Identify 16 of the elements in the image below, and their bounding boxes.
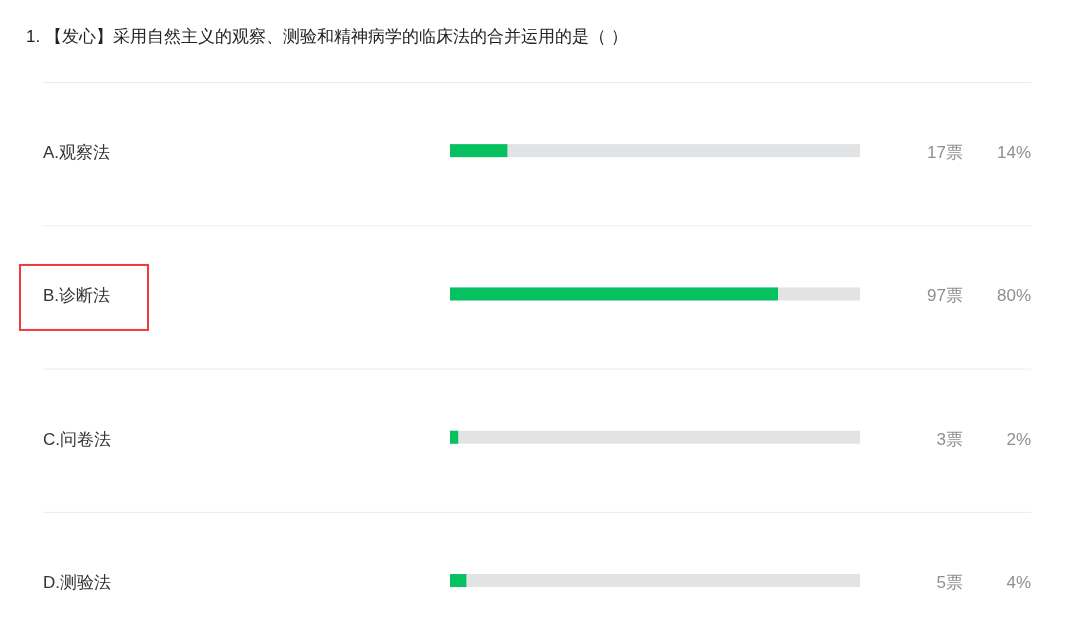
data-label: 2%: [1006, 429, 1031, 449]
data-label: 14%: [996, 143, 1031, 163]
y-tick-label: B.诊断法: [43, 286, 111, 306]
y-tick-label: A.观察法: [43, 143, 111, 163]
text: 3票: [936, 429, 963, 449]
text: 97票: [927, 286, 963, 306]
data-label: 4%: [1006, 573, 1031, 593]
data-label: 80%: [996, 286, 1031, 306]
text: 17票: [927, 143, 963, 163]
y-tick-label: C.问卷法: [43, 429, 111, 449]
y-tick-label: D.测验法: [43, 573, 111, 593]
bar: [450, 574, 467, 588]
bar: [450, 430, 459, 444]
text: 5票: [936, 573, 963, 593]
chart-title: 1. 【发心】采用自然主义的观察、测验和精神病学的临床法的合并运用的是（ ）: [26, 26, 628, 46]
bar: [450, 144, 508, 158]
